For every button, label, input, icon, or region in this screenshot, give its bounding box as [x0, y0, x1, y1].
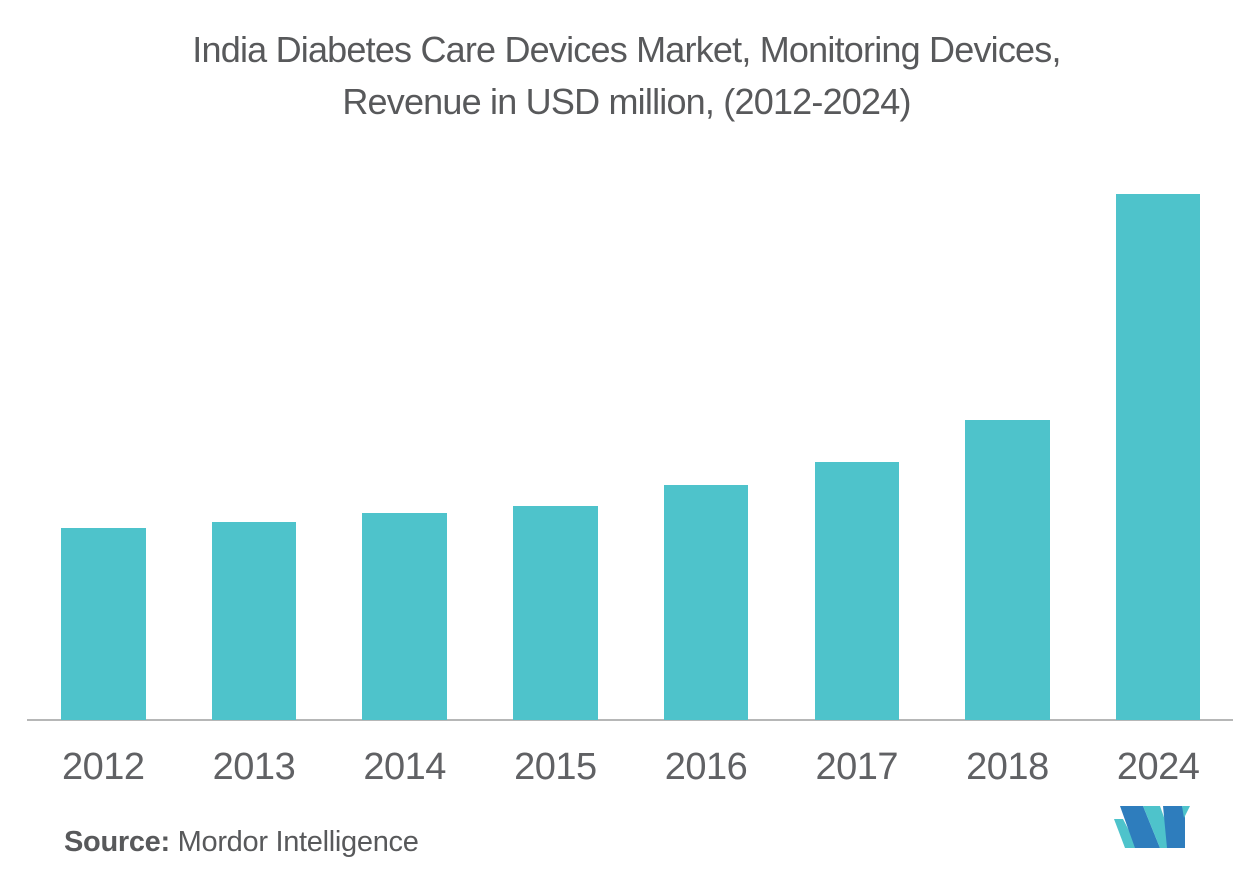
bar-2017 [814, 462, 899, 720]
bar-2015 [513, 506, 598, 720]
logo-teal-right-triangle [1182, 806, 1190, 818]
logo-blue-right-leg [1163, 806, 1185, 848]
bar-2012 [61, 528, 146, 720]
bar-2014 [362, 513, 447, 720]
x-tick-label-2018: 2018 [966, 746, 1049, 788]
source-caption: Source: Mordor Intelligence [64, 826, 419, 859]
x-tick-label-2017: 2017 [815, 746, 899, 788]
bar-2013 [211, 522, 297, 720]
x-tick-label-2013: 2013 [212, 746, 296, 788]
logo-teal-left-sliver [1114, 819, 1138, 848]
bar-2024 [1115, 194, 1201, 720]
x-tick-label-2015: 2015 [514, 746, 597, 788]
x-tick-label-2024: 2024 [1116, 746, 1200, 788]
logo-blue-left-band [1120, 806, 1160, 848]
bar-2016 [663, 485, 749, 720]
chart-title-line2: Revenue in USD million, (2012-2024) [342, 81, 911, 122]
mordor-intelligence-logo [1114, 806, 1190, 848]
x-tick-label-2012: 2012 [61, 746, 145, 788]
chart-title: India Diabetes Care Devices Market, Moni… [0, 24, 1253, 128]
source-name: Mordor Intelligence [169, 826, 419, 858]
x-axis-line [27, 719, 1233, 721]
x-tick-label-2014: 2014 [363, 746, 446, 788]
source-label: Source: [64, 826, 170, 858]
chart-title-line1: India Diabetes Care Devices Market, Moni… [192, 29, 1061, 70]
bar-2018 [965, 420, 1050, 720]
x-tick-label-2016: 2016 [664, 746, 748, 788]
